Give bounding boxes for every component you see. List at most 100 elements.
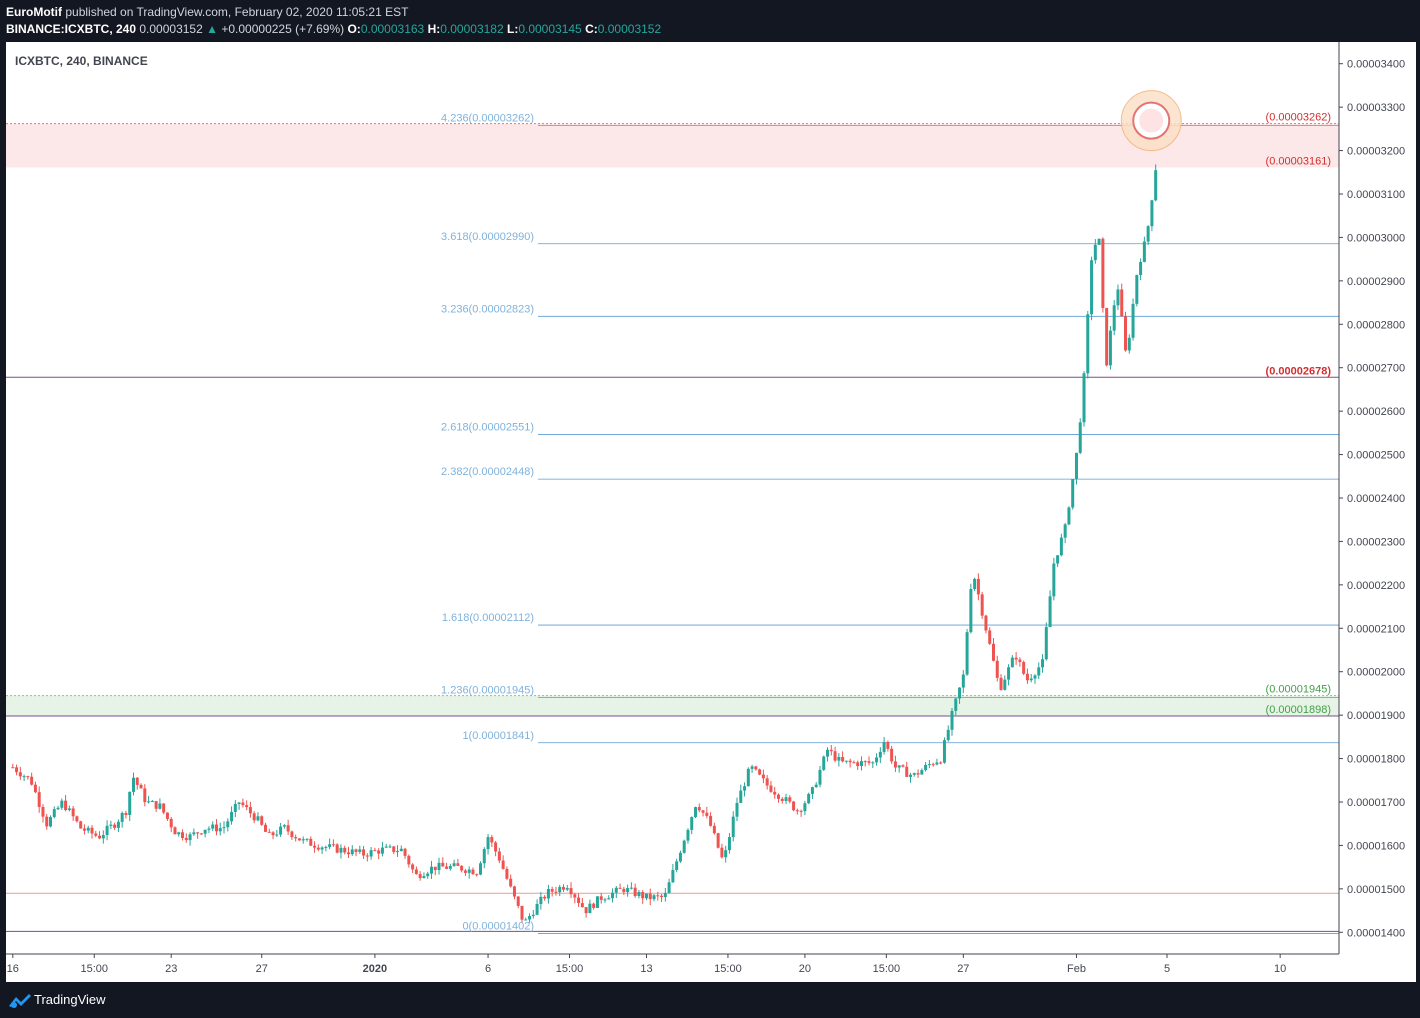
candle-body [667,882,671,894]
chart-area[interactable]: (0.00003262) (0.00003161) (0.00001945) (0.0… [6,42,1416,982]
candle-body [969,589,973,633]
candle-body [101,835,105,839]
candle-body [818,769,822,785]
candle-body [86,827,90,831]
zone-red-top-label: (0.00003262) [1266,112,1331,124]
author-name[interactable]: EuroMotif [6,5,62,19]
candle-body [694,807,698,818]
candle-body [369,850,373,857]
candle-body [1029,678,1033,681]
candle-body [1124,316,1128,351]
candle-body [494,842,498,852]
candle-body [852,762,856,764]
candle-body [841,757,845,762]
candle-body [139,784,143,789]
candle-body [656,895,660,897]
candle-body [1007,667,1011,680]
candle-body [414,869,418,875]
candle-body [588,903,592,914]
price-tick-label: 0.00002800 [1347,319,1405,331]
candle-body [1014,657,1018,660]
candle-body [890,748,894,762]
candle-body [622,888,626,893]
candle-body [1041,659,1045,668]
candle-body [441,862,445,867]
candle-body [905,766,909,777]
price-tick-label: 0.00002600 [1347,406,1405,418]
candle-body [98,835,102,839]
candle-body [316,847,320,850]
candle-body [226,821,230,828]
candle-body [15,767,19,773]
candle-body [897,765,901,768]
candle-body [490,837,494,843]
candle-body [984,615,988,631]
fib-level-label: 1(0.00001841) [462,730,534,742]
candle-body [26,776,30,778]
candle-body [795,810,799,812]
candle-body [754,766,758,770]
close-label: C: [585,22,598,36]
fib-level-label: 1.618(0.00002112) [442,612,534,624]
price-tick-label: 0.00002200 [1347,580,1405,592]
candle-body [354,849,358,852]
candle-body [807,793,811,804]
candle-body [724,850,728,858]
candle-body [980,594,984,616]
candle-body [712,825,716,834]
candle-body [94,833,98,836]
candle-body [203,829,207,834]
candle-body [301,839,305,841]
candle-body [109,824,113,826]
price-tick-label: 0.00002400 [1347,493,1405,505]
price-tick-label: 0.00003100 [1347,189,1405,201]
candle-body [743,786,747,791]
candle-body [735,802,739,817]
candle-body [214,824,218,832]
candle-body [339,847,343,853]
price-tick-label: 0.00002500 [1347,450,1405,462]
time-tick-label: 13 [640,963,652,975]
candle-body [607,898,611,900]
candle-body [822,756,826,770]
candle-body [524,919,528,921]
price-tick-label: 0.00002100 [1347,623,1405,635]
price-tick-label: 0.00001600 [1347,840,1405,852]
price-chart[interactable]: (0.00003262) (0.00003161) (0.00001945) (0.0… [6,42,1416,982]
candle-body [950,710,954,730]
price-tick-label: 0.00003400 [1347,59,1405,71]
tradingview-logo-icon[interactable] [8,992,32,1008]
candle-body [769,785,773,792]
time-tick-label: Feb [1067,963,1086,975]
candle-body [603,899,607,901]
candle-body [1048,596,1052,628]
candle-body [592,903,596,908]
candle-body [709,815,713,826]
ohlc-legend: BINANCE:ICXBTC, 240 0.00003152 ▲ +0.0000… [6,22,661,36]
candle-body [11,767,15,769]
fib-level-label: 4.236(0.00003262) [441,113,534,125]
candle-body [773,791,777,795]
time-tick-label: 15:00 [873,963,901,975]
candle-body [727,837,731,851]
candle-body [384,846,388,848]
candle-body [573,894,577,898]
candle-body [335,844,339,853]
candle-body [595,896,599,908]
candle-body [218,828,222,832]
fib-level-label: 3.618(0.00002990) [441,231,534,243]
candle-body [505,868,509,879]
candle-body [833,751,837,761]
candle-body [637,892,641,897]
candle-body [958,687,962,699]
candle-body [411,864,415,870]
candle-body [252,813,256,821]
candle-body [471,869,475,875]
candle-body [629,887,633,889]
candle-body [154,801,158,809]
candle-body [814,784,818,788]
candle-body [222,827,226,829]
tradingview-brand[interactable]: TradingView [34,992,106,1007]
candle-body [558,886,562,893]
price-change: +0.00000225 (+7.69%) [221,22,345,36]
